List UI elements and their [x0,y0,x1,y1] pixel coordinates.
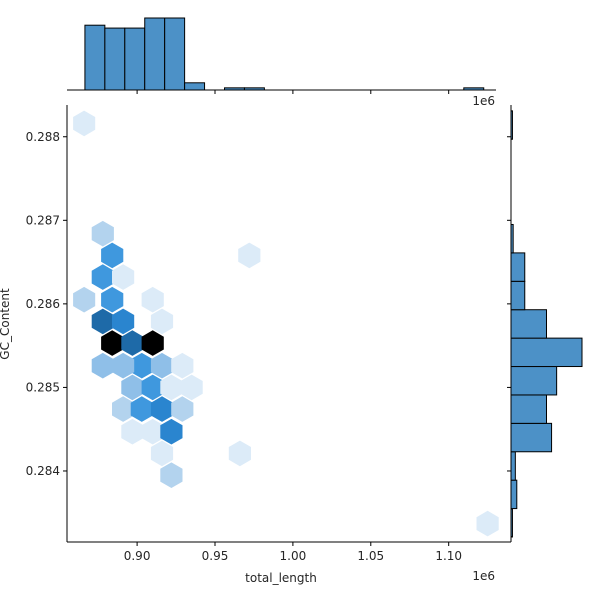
hex-bin [160,418,183,445]
hex-bin [130,396,153,422]
x-axis-label: total_length [245,571,317,585]
hex-bin [228,440,251,467]
hex-bin [238,242,261,269]
y-hist-bar [510,366,558,396]
x-hist-bar [164,17,186,91]
hex-bin [73,286,96,313]
hex-bin [121,374,144,401]
y-tick-label: 0.287 [26,213,60,227]
axes: 0.90 0.95 1.00 1.05 1.10 0.284 0.285 0.286 0.287… [26,90,511,563]
x-offset-label-top: 1e6 [472,94,495,108]
x-tick-label: 0.90 [124,549,151,563]
y-tick-label: 0.285 [26,380,60,394]
x-hist-bar [184,82,206,91]
y-hist-bar [510,280,526,311]
hex-bin [141,330,164,356]
y-tick-label: 0.286 [26,297,60,311]
x-hist-bar [84,24,106,91]
hex-bin [101,286,124,313]
hex-bin [150,308,174,335]
y-hist-bar [510,394,547,424]
hex-bin [150,440,174,467]
hex-bin [150,396,174,422]
hex-bin [73,110,96,137]
hex-bin [121,418,144,445]
x-tick-label: 1.05 [357,549,384,563]
y-hist-bar [510,451,516,481]
y-hist-bar [510,309,547,339]
hex-bin [171,396,194,422]
hex-bin [91,264,114,290]
y-axis-label: GC_Content [0,288,12,360]
hex-bin [121,330,144,356]
hex-bin [141,374,164,401]
hex-bin [171,352,194,379]
hex-bin [130,352,153,379]
hex-bin [141,418,164,445]
hex-bin [91,220,114,247]
hex-bin [112,264,135,290]
hex-bin [180,374,203,401]
hex-bin [101,330,124,356]
hex-bin [112,308,135,335]
x-offset-label-bottom: 1e6 [472,569,495,583]
y-hist-bar [510,252,526,282]
hex-bin [91,308,114,335]
x-hist-bar [144,17,166,91]
hex-bin [91,352,114,379]
hex-bin [101,242,124,269]
hex-bin [112,396,135,422]
y-hist-bar [510,337,583,368]
hex-bin [476,510,499,537]
hex-bin [160,462,183,488]
x-tick-label: 1.00 [280,549,307,563]
x-hist-bar [124,27,146,91]
y-tick-label: 0.288 [26,130,60,144]
x-marginal-histogram [67,17,496,91]
x-hist-bar [104,27,126,91]
hex-bin [112,352,135,379]
hex-bin [141,286,164,313]
hex-bin [150,352,174,379]
x-tick-label: 1.10 [435,549,462,563]
y-tick-label: 0.284 [26,464,60,478]
hexbin-plot [73,110,499,537]
hex-bin [160,374,183,401]
y-hist-bar [510,479,518,510]
y-hist-bar [510,422,553,453]
x-tick-label: 0.95 [202,549,229,563]
y-marginal-histogram [510,105,583,542]
